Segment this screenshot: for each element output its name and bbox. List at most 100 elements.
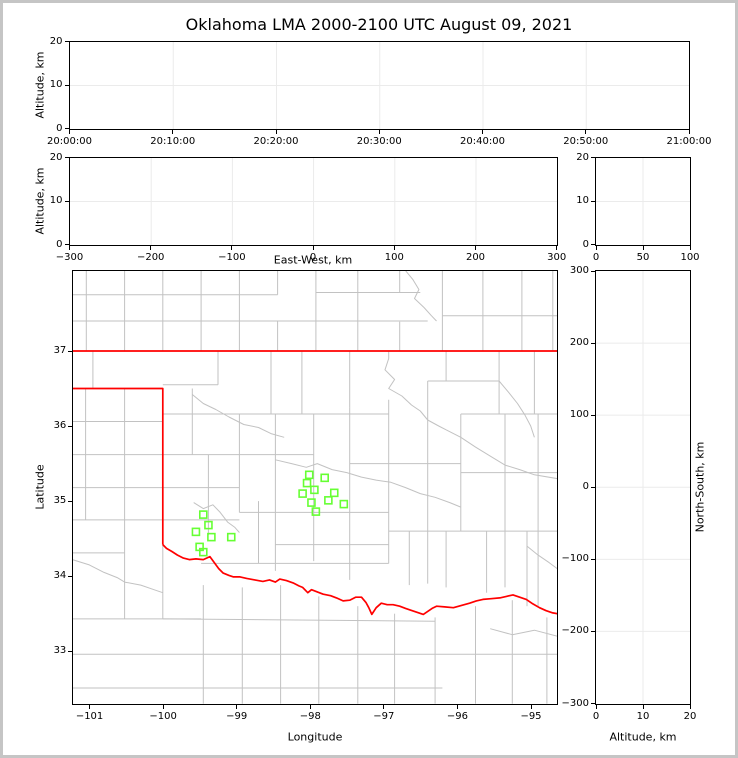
y-tick-mark (64, 84, 69, 86)
x-tick-mark (689, 704, 691, 709)
x-tick-label: 10 (636, 710, 650, 722)
x-axis-label-ew-height: East-West, km (273, 253, 353, 267)
x-tick-mark (69, 129, 70, 134)
y-tick-label: −100 (561, 553, 589, 565)
x-tick-label: 100 (384, 251, 404, 263)
y-tick-mark (64, 244, 69, 245)
x-tick-label: −200 (136, 251, 165, 263)
lma-station-marker (191, 527, 201, 537)
x-tick-mark (172, 129, 174, 134)
x-tick-label: −96 (446, 710, 468, 722)
y-tick-label: 36 (53, 420, 67, 432)
lma-station-marker (320, 473, 330, 483)
lma-station-marker (310, 485, 319, 495)
y-tick-label: 35 (53, 495, 67, 507)
panel-ns_height (595, 270, 691, 705)
y-tick-label: 200 (569, 337, 589, 349)
x-tick-label: 0 (592, 710, 600, 722)
lma-station-marker (339, 499, 349, 509)
lma-station-marker (311, 507, 321, 516)
x-tick-label: 0 (592, 251, 600, 263)
x-tick-label: −101 (75, 710, 104, 722)
county-boundary-line (163, 618, 436, 622)
x-tick-mark (150, 245, 152, 250)
x-tick-label: 300 (547, 251, 567, 263)
lma-station-marker (204, 520, 214, 530)
lma-station-marker (305, 470, 314, 480)
x-tick-mark (393, 245, 395, 250)
county-boundary-line (73, 559, 126, 583)
county-boundary-line (490, 628, 557, 637)
x-tick-mark (383, 704, 385, 709)
county-boundary-line (499, 380, 536, 438)
y-tick-mark (64, 128, 69, 129)
county-boundary-line (384, 358, 447, 431)
y-tick-mark (591, 244, 595, 245)
x-tick-mark (482, 129, 483, 134)
lma-station-marker (330, 488, 339, 498)
y-axis-label-ew-height: Altitude, km (33, 167, 47, 235)
y-tick-label: 10 (576, 195, 589, 206)
lma-station-marker (324, 496, 333, 505)
lma-station-marker (227, 532, 236, 542)
x-tick-mark (595, 245, 597, 250)
y-tick-label: 10 (49, 195, 63, 206)
x-tick-label: 20:00:00 (47, 135, 92, 147)
x-tick-mark (162, 704, 164, 709)
y-axis-label-north-south: North-South, km (693, 441, 707, 533)
x-tick-label: 20:30:00 (356, 135, 402, 147)
y-tick-mark (591, 414, 595, 416)
x-tick-mark (689, 245, 691, 250)
x-axis-label-ns-altitude: Altitude, km (609, 730, 677, 744)
y-tick-label: −300 (561, 697, 589, 709)
x-tick-mark (688, 129, 690, 134)
y-tick-mark (64, 41, 69, 42)
plot-title: Oklahoma LMA 2000-2100 UTC August 09, 20… (185, 15, 573, 34)
x-tick-label: 0 (309, 251, 317, 263)
x-tick-mark (585, 129, 587, 134)
county-boundary-line (192, 394, 285, 438)
panel-plan_view (72, 270, 558, 705)
y-tick-mark (68, 425, 73, 427)
x-tick-mark (456, 704, 458, 709)
lma-station-marker (303, 478, 312, 488)
x-tick-label: −99 (226, 710, 248, 722)
x-tick-mark (231, 245, 233, 250)
x-tick-mark (642, 704, 644, 709)
county-boundary-line (405, 271, 438, 322)
y-tick-label: 10 (49, 79, 63, 90)
x-tick-label: 200 (465, 251, 486, 263)
panel-height_hist (595, 156, 691, 246)
x-tick-mark (475, 245, 476, 250)
lma-station-marker (298, 489, 308, 498)
y-tick-label: 20 (49, 35, 63, 47)
y-tick-mark (68, 350, 73, 352)
y-tick-label: 300 (569, 265, 589, 276)
panel-canvas-ns_height (596, 271, 690, 704)
lma-station-marker (199, 510, 208, 519)
x-tick-label: −100 (149, 710, 177, 722)
x-tick-mark (530, 704, 532, 709)
state-border-line (73, 387, 164, 545)
x-tick-mark (642, 245, 644, 250)
x-tick-label: 50 (636, 251, 650, 263)
lma-station-marker (307, 498, 317, 507)
y-tick-mark (591, 157, 595, 158)
y-tick-mark (68, 575, 73, 577)
y-tick-label: 0 (582, 238, 589, 250)
y-tick-mark (591, 342, 595, 344)
x-tick-mark (69, 245, 70, 250)
x-tick-label: −95 (520, 710, 542, 722)
county-boundary-line (275, 459, 462, 508)
x-tick-label: 20:50:00 (563, 135, 609, 147)
x-tick-mark (236, 704, 238, 709)
y-tick-label: 100 (569, 409, 589, 421)
county-boundary-line (124, 581, 164, 594)
y-tick-mark (68, 500, 73, 502)
panel-time_height (68, 40, 690, 130)
x-tick-label: 20 (683, 710, 697, 722)
x-tick-label: 20:40:00 (460, 135, 505, 147)
x-tick-mark (556, 245, 558, 250)
x-tick-label: 100 (680, 251, 700, 263)
